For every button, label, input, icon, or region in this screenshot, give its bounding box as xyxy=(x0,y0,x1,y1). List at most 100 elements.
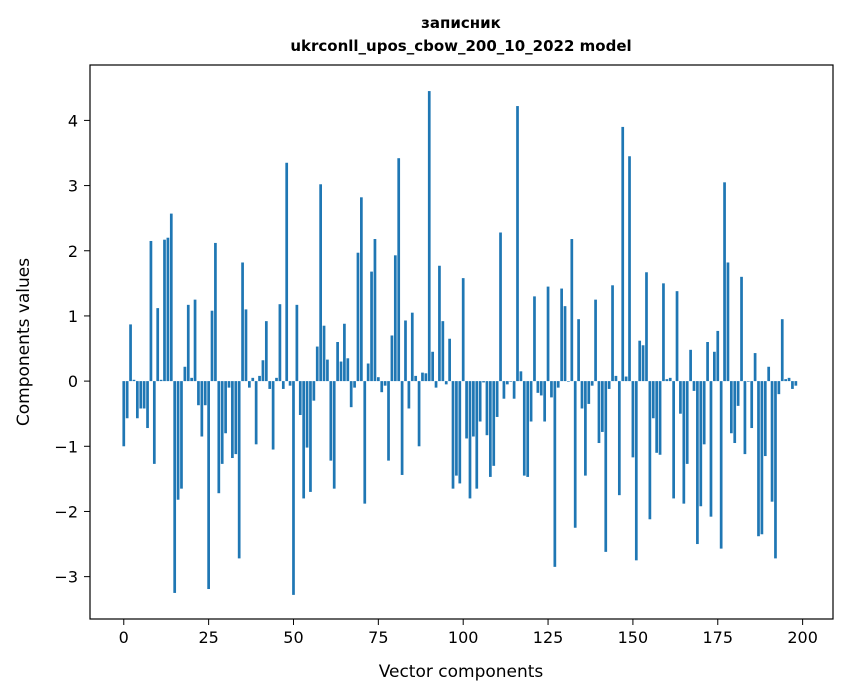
chart-subtitle: ukrconll_upos_cbow_200_10_2022 model xyxy=(290,37,631,55)
bar xyxy=(332,381,336,489)
bar xyxy=(455,381,458,476)
bar xyxy=(780,319,784,382)
bar xyxy=(387,381,390,461)
bar xyxy=(217,381,221,494)
bar xyxy=(672,381,675,499)
chart-title: записник xyxy=(421,14,501,32)
bar xyxy=(723,182,726,382)
bar xyxy=(380,381,384,393)
bar xyxy=(448,338,451,382)
bar xyxy=(753,353,757,382)
bar xyxy=(587,381,591,404)
bar xyxy=(651,381,655,419)
bar xyxy=(410,312,414,382)
bar xyxy=(302,381,306,499)
bar xyxy=(363,381,367,504)
bar xyxy=(264,321,268,382)
bar xyxy=(550,381,553,398)
bar xyxy=(594,299,597,382)
bar xyxy=(567,381,570,382)
y-tick-label: 4 xyxy=(68,111,78,130)
bar xyxy=(512,381,516,399)
bar xyxy=(444,381,448,385)
bar xyxy=(733,381,737,444)
bar xyxy=(203,381,207,406)
bar xyxy=(176,381,180,500)
bar xyxy=(536,381,540,393)
bar xyxy=(397,158,401,382)
bar xyxy=(421,372,424,382)
bar xyxy=(668,377,672,382)
bar xyxy=(292,381,295,595)
bar xyxy=(373,239,377,382)
bar xyxy=(529,381,533,422)
bar xyxy=(736,381,740,406)
bar xyxy=(614,375,618,382)
bar xyxy=(641,345,645,382)
bar xyxy=(699,381,703,507)
bar xyxy=(791,381,794,389)
bar xyxy=(577,319,580,382)
bar xyxy=(434,381,438,388)
bar xyxy=(326,359,329,382)
bar xyxy=(740,276,743,382)
bar xyxy=(533,296,536,382)
bar xyxy=(760,381,764,535)
bar xyxy=(190,377,194,382)
x-tick-label: 75 xyxy=(368,628,388,647)
bar xyxy=(505,381,509,385)
bar xyxy=(692,381,696,391)
bar xyxy=(543,381,547,422)
bar xyxy=(607,381,611,389)
bar xyxy=(339,361,343,382)
bar xyxy=(482,381,485,383)
bar xyxy=(244,309,248,382)
bar xyxy=(526,381,530,477)
bar xyxy=(241,262,244,382)
bar xyxy=(400,381,404,475)
bar xyxy=(478,381,482,422)
bar xyxy=(713,351,716,382)
bar xyxy=(468,381,472,499)
bar xyxy=(360,197,363,382)
bar xyxy=(509,381,513,382)
bar xyxy=(414,375,418,382)
bar xyxy=(763,381,767,457)
bar xyxy=(658,381,662,455)
bar xyxy=(417,381,421,447)
bar xyxy=(719,381,723,549)
bar xyxy=(757,381,760,537)
bar xyxy=(631,381,635,458)
bar xyxy=(214,242,217,382)
bar xyxy=(295,304,299,382)
x-tick-label: 100 xyxy=(448,628,479,647)
bar xyxy=(322,325,326,382)
bar xyxy=(139,381,143,409)
x-axis-label: Vector components xyxy=(379,662,544,682)
bar xyxy=(743,381,747,455)
bar xyxy=(662,283,665,382)
bar xyxy=(499,232,502,382)
bar xyxy=(556,381,560,388)
bar xyxy=(309,381,312,492)
bar xyxy=(319,184,322,382)
bar xyxy=(376,377,380,382)
bar xyxy=(553,381,557,567)
bar xyxy=(702,381,706,445)
bar xyxy=(645,272,648,382)
bar xyxy=(173,381,177,593)
bar xyxy=(180,381,183,489)
bar xyxy=(441,321,445,382)
bar xyxy=(492,381,496,466)
bar xyxy=(427,91,431,382)
y-tick-label: 1 xyxy=(68,307,78,326)
y-axis-ticks: −3 −2 −1 0 1 2 3 4 xyxy=(54,111,90,587)
bar xyxy=(685,381,689,464)
y-tick-label: −2 xyxy=(54,502,78,521)
bar xyxy=(210,310,214,382)
bar xyxy=(135,381,139,419)
bar xyxy=(122,381,126,447)
bar xyxy=(519,371,523,382)
bars-group xyxy=(122,91,798,595)
bar xyxy=(407,381,411,409)
